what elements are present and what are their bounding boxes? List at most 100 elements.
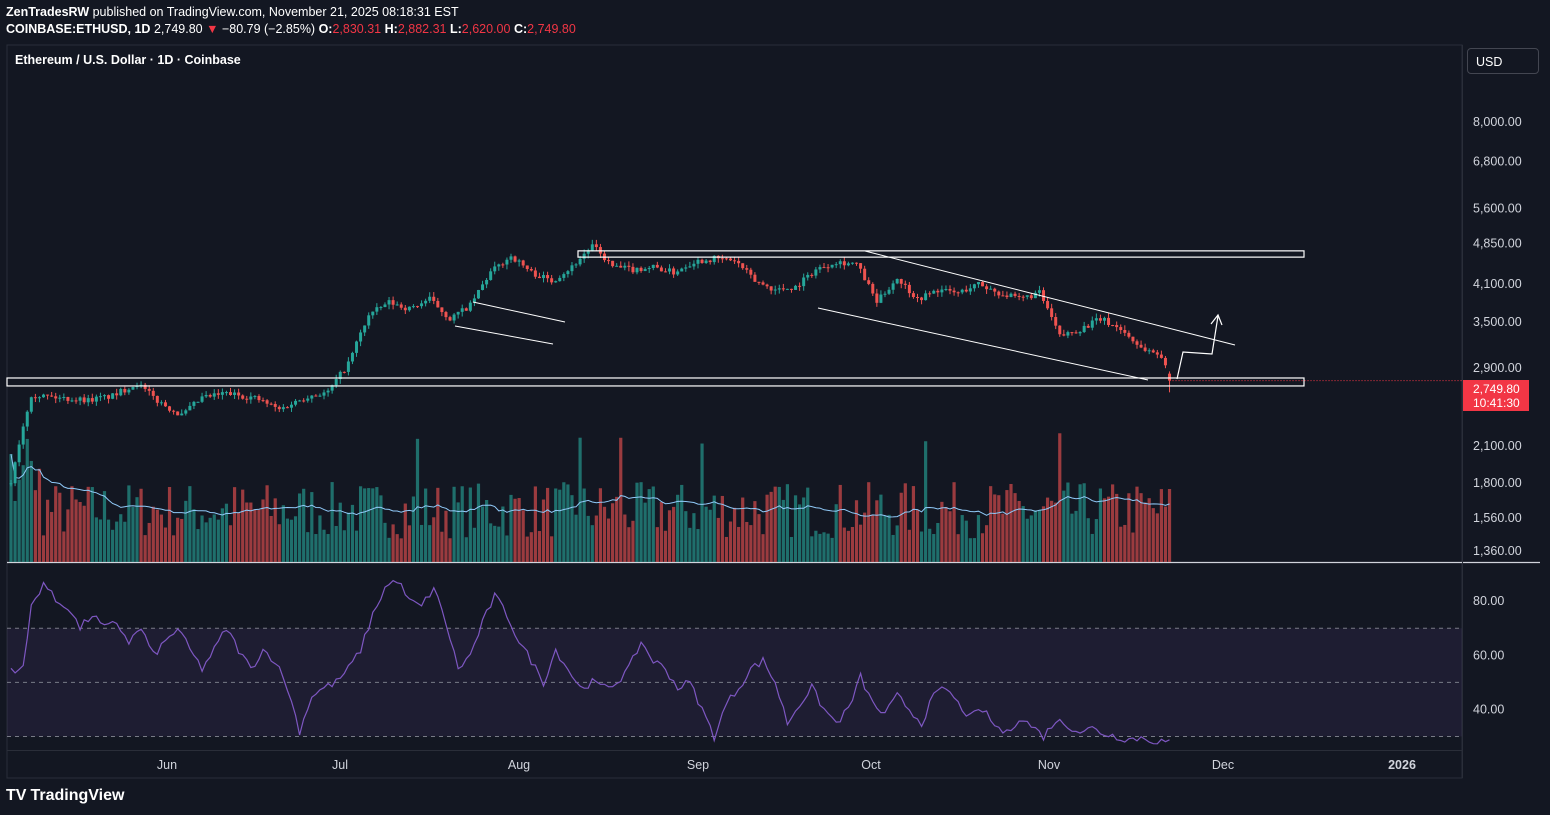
volume-bar <box>769 491 773 562</box>
volume-bar <box>1127 493 1131 562</box>
price-axis-tick: 1,560.00 <box>1473 511 1522 525</box>
candle-body <box>468 302 472 311</box>
volume-bar <box>541 499 546 562</box>
candle-body <box>497 264 501 267</box>
candle-body <box>306 398 310 401</box>
volume-bar <box>1123 524 1127 562</box>
volume-bar <box>911 486 916 562</box>
candle-body <box>346 361 350 372</box>
volume-bar <box>1135 486 1139 562</box>
candle-body <box>1033 292 1037 299</box>
candle-body <box>1102 317 1106 321</box>
candle-body <box>704 260 708 263</box>
volume-bar <box>944 506 948 562</box>
candle-body <box>1163 357 1167 366</box>
volume-bar <box>745 521 749 562</box>
high-value: 2,882.31 <box>397 22 447 36</box>
volume-bar <box>497 526 501 562</box>
candle-body <box>546 275 550 279</box>
volume-bar <box>82 505 86 562</box>
time-axis-tick: Jul <box>332 758 348 772</box>
volume-bar <box>94 517 98 562</box>
volume-bar <box>379 495 383 562</box>
volume-bar <box>793 495 798 562</box>
price-axis: 10,000.008,000.006,800.005,600.004,850.0… <box>1473 61 1529 558</box>
volume-bar <box>1041 506 1046 562</box>
candle-body <box>550 278 554 283</box>
candle-body <box>1009 293 1013 298</box>
volume-bar <box>375 487 379 562</box>
candle-body <box>50 395 54 397</box>
volume-bar <box>932 534 936 562</box>
candle-body <box>261 400 265 402</box>
candle-body <box>192 401 196 406</box>
candle-body <box>363 325 367 333</box>
candle-body <box>956 292 960 294</box>
candle-body <box>1001 295 1005 297</box>
candle-body <box>1037 290 1041 293</box>
volume-bar <box>86 486 90 562</box>
candle-body <box>513 256 517 262</box>
candle-body <box>70 400 74 402</box>
candle-body <box>578 258 582 265</box>
price-change: −80.79 (−2.85%) <box>221 22 316 36</box>
candle-body <box>98 396 102 398</box>
volume-bar <box>989 486 993 562</box>
candle-body <box>651 264 655 269</box>
volume-bar <box>151 506 155 562</box>
volume-bar <box>732 507 737 562</box>
volume-bar <box>724 536 729 562</box>
volume-bar <box>326 534 330 562</box>
candle-body <box>529 268 533 271</box>
candle-body <box>623 265 627 268</box>
projection-arrow <box>1176 315 1219 380</box>
volume-bar <box>41 535 46 562</box>
volume-bar <box>159 514 164 562</box>
volume-bar <box>1062 490 1066 562</box>
candle-body <box>62 396 66 398</box>
volume-bar <box>346 512 350 562</box>
volume-bar <box>265 485 269 562</box>
symbol-label: COINBASE:ETHUSD, 1D <box>6 22 151 36</box>
volume-bar <box>513 498 517 562</box>
volume-bar <box>574 514 578 562</box>
tradingview-logo[interactable]: TV TradingView <box>6 787 124 805</box>
candle-body <box>505 259 509 265</box>
candle-body <box>229 392 233 395</box>
candle-body <box>289 404 293 408</box>
candle-body <box>322 392 326 396</box>
price-axis-tick: 2,100.00 <box>1473 439 1522 453</box>
volume-bar <box>1098 488 1103 562</box>
candle-body <box>1090 320 1094 328</box>
candle-body <box>737 260 741 264</box>
volume-bar <box>322 529 326 562</box>
candle-body <box>924 293 928 301</box>
volume-bar <box>200 515 204 562</box>
candle-body <box>875 293 879 303</box>
volume-bar <box>1163 506 1168 562</box>
candle-body <box>688 266 692 268</box>
volume-bar <box>985 525 989 562</box>
volume-bar <box>228 525 233 562</box>
candle-body <box>172 410 176 412</box>
volume-bar <box>749 525 753 562</box>
candle-body <box>37 397 41 399</box>
volume-bar <box>1078 484 1082 562</box>
candle-body <box>668 268 672 272</box>
volume-bar <box>212 514 216 562</box>
candle-body <box>127 389 131 393</box>
currency-button[interactable]: USD <box>1467 48 1539 74</box>
volume-bar <box>62 531 66 562</box>
volume-bar <box>249 502 253 562</box>
volume-bar <box>525 536 529 562</box>
close-label: C: <box>513 22 528 36</box>
candle-body <box>993 288 997 292</box>
volume-bar <box>367 488 371 562</box>
candle-body <box>481 284 485 290</box>
candle-body <box>948 288 952 291</box>
volume-bar <box>968 538 972 562</box>
candle-body <box>643 269 647 272</box>
candle-body <box>753 274 757 282</box>
volume-bar <box>350 504 355 562</box>
